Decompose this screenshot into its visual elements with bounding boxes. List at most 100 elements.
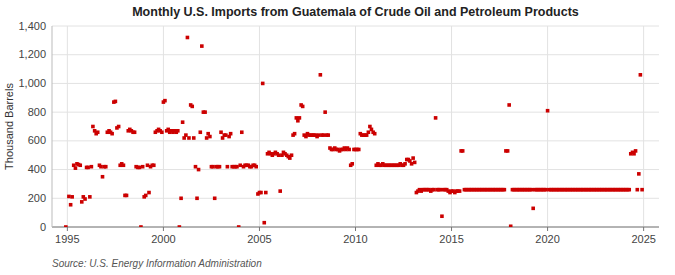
point xyxy=(347,148,351,152)
x-grid-line xyxy=(547,26,548,227)
point xyxy=(635,188,639,192)
point xyxy=(506,149,510,153)
x-tick xyxy=(355,227,356,231)
grid xyxy=(52,26,659,227)
point xyxy=(91,125,95,129)
point xyxy=(86,166,90,170)
point xyxy=(69,203,73,207)
point xyxy=(80,200,84,204)
x-tick xyxy=(643,227,644,231)
x-tick-label: 2000 xyxy=(151,233,175,245)
point xyxy=(322,133,326,137)
point xyxy=(293,132,297,136)
point xyxy=(101,175,105,179)
point xyxy=(146,163,150,167)
point xyxy=(205,136,209,140)
point xyxy=(78,163,82,167)
point xyxy=(219,130,223,134)
title: Monthly U.S. Imports from Guatemala of C… xyxy=(132,5,579,19)
point xyxy=(125,194,129,198)
point xyxy=(367,130,371,134)
source: Source: U.S. Energy Information Administ… xyxy=(52,258,262,269)
point xyxy=(181,120,185,124)
point xyxy=(208,135,212,139)
x-tick-label: 1995 xyxy=(55,233,79,245)
point xyxy=(411,156,415,160)
point xyxy=(229,132,233,136)
point xyxy=(461,149,465,153)
y-tick-label: 0 xyxy=(40,221,46,233)
x-tick xyxy=(451,227,452,231)
point xyxy=(226,165,230,169)
point xyxy=(187,136,191,140)
y-tick-label: 1,200 xyxy=(18,48,46,60)
y-tick-label: 600 xyxy=(28,134,46,146)
point xyxy=(160,130,164,134)
point xyxy=(410,162,414,166)
point xyxy=(357,148,361,152)
point xyxy=(88,195,92,199)
y-tick-label: 200 xyxy=(28,192,46,204)
point xyxy=(90,165,94,169)
points xyxy=(64,36,644,227)
point xyxy=(144,194,148,198)
point xyxy=(64,225,68,227)
axes: 02004006008001,0001,2001,400199520002005… xyxy=(18,20,659,246)
x-tick-label: 2025 xyxy=(631,233,655,245)
x-tick xyxy=(547,227,548,231)
point xyxy=(74,166,78,170)
point xyxy=(439,188,443,192)
point xyxy=(240,130,244,134)
point xyxy=(184,133,188,137)
point xyxy=(211,165,215,169)
y-tick-label: 800 xyxy=(28,106,46,118)
point xyxy=(531,207,535,211)
point xyxy=(197,168,201,172)
point xyxy=(133,130,137,134)
point xyxy=(317,133,321,137)
point xyxy=(262,221,266,225)
point xyxy=(290,153,294,157)
point xyxy=(198,130,202,134)
x-tick xyxy=(259,227,260,231)
point xyxy=(147,191,151,195)
x-tick xyxy=(67,227,68,231)
point xyxy=(138,166,142,170)
x-tick-label: 2015 xyxy=(439,233,463,245)
point xyxy=(195,196,199,200)
point xyxy=(192,136,196,140)
point xyxy=(637,172,641,176)
point xyxy=(503,188,507,192)
point xyxy=(254,165,258,169)
point xyxy=(235,165,239,169)
y-tick-label: 400 xyxy=(28,163,46,175)
point xyxy=(544,188,548,192)
chart: 02004006008001,0001,2001,400199520002005… xyxy=(0,0,675,275)
y-axis-line xyxy=(52,26,53,227)
point xyxy=(627,188,631,192)
point xyxy=(194,165,198,169)
y-axis-label: Thousand Barrels xyxy=(3,83,15,170)
point xyxy=(277,153,281,157)
point xyxy=(323,110,327,114)
point xyxy=(176,129,180,133)
point xyxy=(237,225,241,227)
point xyxy=(298,116,302,120)
point xyxy=(403,162,407,166)
point xyxy=(278,189,282,193)
point xyxy=(259,191,263,195)
point xyxy=(640,188,644,192)
x-tick-label: 2005 xyxy=(247,233,271,245)
point xyxy=(458,189,462,193)
point xyxy=(96,130,100,134)
x-tick-label: 2020 xyxy=(535,233,559,245)
point xyxy=(634,149,638,153)
point xyxy=(190,105,194,109)
point xyxy=(530,188,534,192)
point xyxy=(203,110,207,114)
x-grid-line xyxy=(355,26,356,227)
point xyxy=(122,163,126,167)
point xyxy=(440,214,444,218)
point xyxy=(104,165,108,169)
point xyxy=(261,82,265,86)
